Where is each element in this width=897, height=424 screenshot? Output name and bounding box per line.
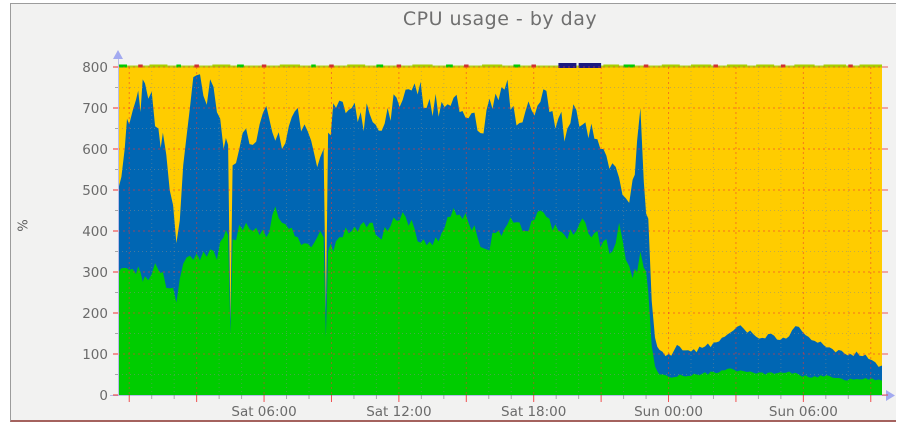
cap-speck: [691, 64, 712, 68]
y-tick-label: 800: [82, 60, 108, 76]
cap-speck: [464, 64, 469, 68]
y-axis-arrow-icon: [113, 50, 123, 59]
x-tick-label: Sat 12:00: [366, 404, 431, 420]
cap-speck: [726, 64, 748, 68]
cap-speck: [412, 64, 433, 68]
cap-speck: [138, 64, 143, 68]
green-series-area: [118, 206, 882, 395]
cap-speck: [756, 64, 775, 68]
cap-speck: [482, 64, 503, 68]
cap-speck: [859, 64, 882, 68]
x-tick-label: Sun 00:00: [634, 404, 703, 420]
cap-speck: [176, 64, 181, 68]
cap-speck: [237, 64, 244, 68]
y-tick-label: 500: [82, 183, 108, 199]
cap-speck: [396, 64, 402, 68]
cap-speck: [794, 64, 815, 68]
cap-speck: [376, 64, 384, 68]
cap-speck: [279, 64, 301, 68]
x-tick-label: Sun 06:00: [769, 404, 838, 420]
y-tick-label: 0: [99, 388, 108, 404]
y-tick-label: 100: [82, 347, 108, 363]
x-axis-arrow-icon: [886, 390, 895, 401]
cap-speck: [513, 64, 521, 68]
cap-speck: [446, 64, 453, 68]
cap-speck: [311, 64, 316, 68]
cap-speck: [643, 64, 649, 68]
cap-speck: [149, 64, 168, 68]
cap-speck: [194, 64, 199, 68]
cap-speck: [823, 64, 847, 68]
cap-speck: [623, 64, 635, 68]
cap-speck: [261, 64, 267, 68]
cap-speck: [578, 63, 602, 68]
cap-speck: [329, 64, 334, 68]
x-tick-label: Sat 18:00: [501, 404, 566, 420]
y-tick-label: 700: [82, 101, 108, 117]
cap-speck: [531, 64, 536, 68]
cap-speck: [212, 64, 231, 68]
cap-speck: [558, 63, 577, 68]
cap-speck: [603, 64, 620, 68]
x-tick-label: Sat 06:00: [231, 404, 296, 420]
cap-speck: [347, 64, 366, 68]
cap-speck: [661, 64, 680, 68]
y-tick-label: 200: [82, 306, 108, 322]
y-tick-label: 400: [82, 224, 108, 240]
cap-speck: [848, 64, 853, 68]
cap-speck: [780, 64, 786, 68]
y-tick-label: 300: [82, 265, 108, 281]
cap-speck: [118, 64, 127, 68]
cap-speck: [713, 64, 718, 68]
chart-title: CPU usage - by day: [402, 8, 598, 30]
y-tick-label: 600: [82, 142, 108, 158]
